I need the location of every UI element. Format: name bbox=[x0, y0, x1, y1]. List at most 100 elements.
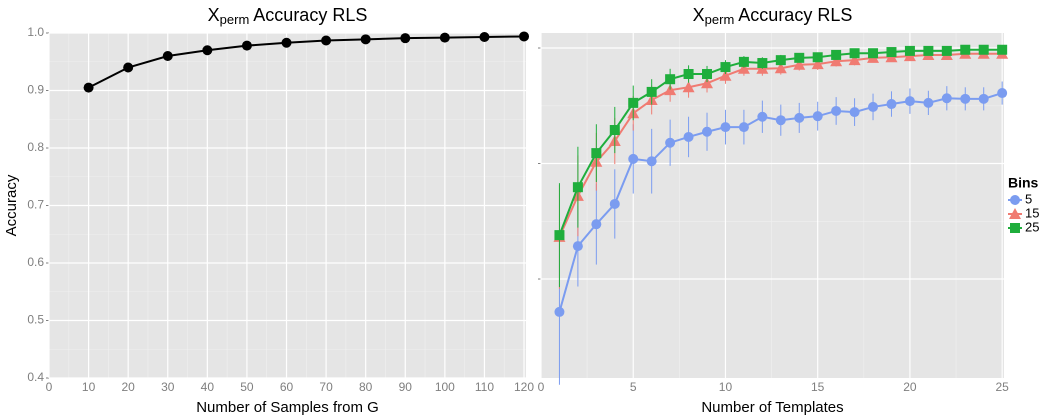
chart-title: Xperm Accuracy RLS bbox=[208, 5, 368, 28]
x-tick-label: 120 bbox=[514, 380, 534, 394]
marker bbox=[738, 122, 749, 133]
x-tick-label: 60 bbox=[280, 380, 294, 394]
marker bbox=[849, 107, 860, 118]
title-rest: Accuracy RLS bbox=[253, 5, 367, 25]
marker bbox=[646, 156, 657, 167]
marker bbox=[83, 82, 94, 93]
marker bbox=[683, 69, 694, 80]
marker bbox=[831, 105, 842, 116]
marker bbox=[479, 32, 490, 43]
marker bbox=[757, 58, 768, 69]
marker bbox=[960, 93, 971, 104]
marker bbox=[519, 31, 530, 42]
marker bbox=[554, 230, 565, 241]
marker bbox=[997, 88, 1008, 99]
marker bbox=[923, 45, 934, 56]
x-axis-label: Number of Templates bbox=[701, 399, 843, 416]
marker bbox=[812, 52, 823, 63]
legend-label: 5 bbox=[1025, 191, 1032, 206]
marker bbox=[720, 62, 731, 73]
marker bbox=[812, 111, 823, 122]
x-tick-label: 70 bbox=[319, 380, 333, 394]
marker bbox=[886, 99, 897, 110]
marker bbox=[702, 126, 713, 137]
marker bbox=[904, 96, 915, 107]
marker bbox=[997, 44, 1008, 55]
marker bbox=[719, 69, 732, 81]
title-subscript: perm bbox=[705, 12, 735, 27]
x-tick-label: 30 bbox=[161, 380, 175, 394]
x-tick-label: 15 bbox=[811, 380, 825, 394]
marker bbox=[738, 56, 749, 67]
x-tick-label: 40 bbox=[201, 380, 215, 394]
marker bbox=[757, 111, 768, 122]
legend-marker bbox=[1009, 208, 1021, 219]
marker bbox=[702, 69, 713, 80]
marker bbox=[794, 112, 805, 123]
x-tick-label: 5 bbox=[630, 380, 637, 394]
marker bbox=[439, 32, 450, 43]
marker bbox=[281, 37, 292, 48]
marker bbox=[241, 40, 252, 51]
marker bbox=[868, 48, 879, 59]
title-subscript: perm bbox=[220, 12, 250, 27]
marker bbox=[978, 93, 989, 104]
y-tick-label: 0.8 bbox=[27, 140, 44, 154]
marker bbox=[202, 45, 213, 56]
marker bbox=[848, 54, 861, 66]
marker bbox=[591, 219, 602, 230]
marker bbox=[811, 58, 824, 70]
marker bbox=[665, 74, 676, 85]
marker bbox=[572, 241, 583, 252]
x-tick-label: 20 bbox=[903, 380, 917, 394]
marker bbox=[400, 33, 411, 44]
marker bbox=[162, 51, 173, 61]
marker bbox=[941, 45, 952, 56]
legend-title: Bins bbox=[1008, 175, 1039, 191]
title-base: X bbox=[208, 5, 220, 25]
marker bbox=[775, 55, 786, 66]
marker bbox=[793, 58, 806, 70]
marker bbox=[774, 62, 787, 74]
marker bbox=[978, 44, 989, 55]
x-tick-label: 0 bbox=[538, 380, 545, 394]
x-tick-label: 110 bbox=[475, 380, 494, 394]
marker bbox=[720, 122, 731, 133]
marker bbox=[665, 137, 676, 148]
legend-marker bbox=[1010, 195, 1020, 205]
legend-marker bbox=[1010, 223, 1020, 233]
x-tick-label: 10 bbox=[82, 380, 96, 394]
marker bbox=[849, 48, 860, 59]
legend-label: 15 bbox=[1025, 205, 1039, 220]
series-line bbox=[88, 35, 525, 89]
x-tick-label: 100 bbox=[435, 380, 455, 394]
x-tick-label: 20 bbox=[121, 380, 135, 394]
x-tick-label: 80 bbox=[359, 380, 373, 394]
marker bbox=[831, 49, 842, 60]
x-axis-label: Number of Samples from G bbox=[196, 399, 379, 416]
marker bbox=[682, 81, 695, 93]
title-base: X bbox=[693, 5, 705, 25]
legend-label: 25 bbox=[1025, 219, 1039, 234]
x-tick-label: 90 bbox=[399, 380, 413, 394]
x-tick-label: 25 bbox=[995, 380, 1009, 394]
y-tick-label: 0.9 bbox=[27, 83, 44, 97]
marker bbox=[123, 62, 134, 73]
marker bbox=[360, 34, 371, 45]
marker bbox=[886, 47, 897, 58]
marker bbox=[794, 52, 805, 63]
marker bbox=[701, 77, 714, 89]
y-tick-label: 0.7 bbox=[27, 198, 44, 212]
x-tick-label: 10 bbox=[719, 380, 733, 394]
marker bbox=[572, 182, 583, 193]
y-tick-label: 0.4 bbox=[27, 370, 44, 384]
marker bbox=[904, 45, 915, 56]
marker bbox=[609, 198, 620, 209]
marker bbox=[960, 44, 971, 55]
marker bbox=[923, 97, 934, 108]
marker bbox=[683, 131, 694, 142]
y-tick-label: 0.6 bbox=[27, 255, 44, 269]
marker bbox=[775, 115, 786, 126]
marker bbox=[941, 93, 952, 104]
